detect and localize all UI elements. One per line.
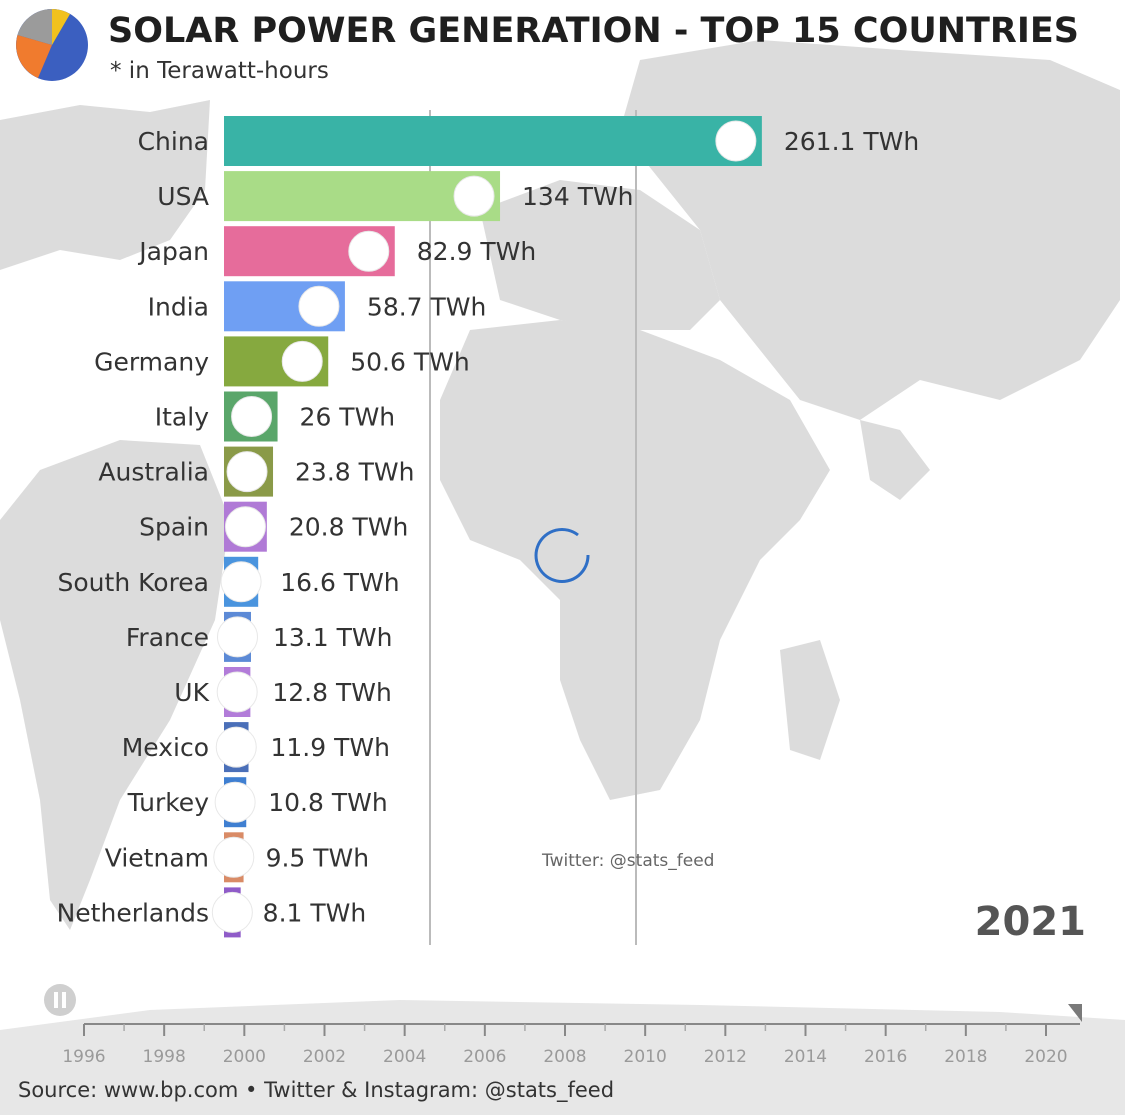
value-label-japan: 82.9 TWh	[417, 237, 536, 266]
flag-india-icon	[298, 285, 340, 327]
timeline-tick-label: 2006	[463, 1047, 506, 1067]
flag-china-icon	[715, 120, 757, 162]
timeline-tick-label: 2014	[784, 1047, 827, 1067]
flag-usa-icon	[453, 175, 495, 217]
flag-australia-icon	[226, 451, 268, 493]
category-label-china: China	[138, 127, 209, 156]
value-label-usa: 134 TWh	[522, 182, 634, 211]
category-label-japan: Japan	[137, 237, 209, 266]
category-label-turkey: Turkey	[127, 788, 210, 817]
flag-italy-icon	[231, 396, 273, 437]
watermark: Twitter: @stats_feed	[541, 851, 714, 871]
value-label-china: 261.1 TWh	[784, 127, 919, 156]
loading-spinner-icon	[534, 528, 590, 583]
timeline-tick-label: 2018	[944, 1047, 987, 1067]
timeline-tick-label: 2004	[383, 1047, 426, 1067]
timeline-handle[interactable]	[1068, 1004, 1082, 1022]
category-label-uk: UK	[174, 678, 209, 707]
category-label-vietnam: Vietnam	[105, 843, 209, 872]
timeline-tick-label: 1998	[143, 1047, 186, 1067]
timeline-handle-marker[interactable]	[1068, 1004, 1082, 1022]
value-label-germany: 50.6 TWh	[350, 347, 469, 376]
value-label-turkey: 10.8 TWh	[268, 788, 387, 817]
flag-vietnam-icon	[213, 836, 255, 878]
category-label-mexico: Mexico	[122, 733, 209, 762]
bar-china	[224, 116, 762, 166]
category-label-south-korea: South Korea	[58, 568, 209, 597]
flag-japan-icon	[348, 230, 390, 272]
chart-title: SOLAR POWER GENERATION - TOP 15 COUNTRIE…	[108, 11, 1079, 51]
timeline-tick-label: 2000	[223, 1047, 266, 1067]
value-label-italy: 26 TWh	[300, 403, 396, 432]
timeline-tick-label: 1996	[62, 1047, 105, 1067]
gridlines	[429, 110, 637, 945]
flag-spain-icon	[224, 506, 266, 548]
category-label-spain: Spain	[139, 513, 209, 542]
value-label-mexico: 11.9 TWh	[271, 733, 390, 762]
source-note: Source: www.bp.com • Twitter & Instagram…	[18, 1078, 614, 1103]
timeline-tick-label: 2016	[864, 1047, 907, 1067]
flag-mexico-icon	[215, 726, 257, 768]
flag-france-icon	[216, 616, 258, 658]
flag-germany-icon	[281, 340, 323, 382]
category-label-germany: Germany	[94, 347, 209, 376]
timeline-tick-label: 2020	[1024, 1047, 1067, 1067]
timeline-tick-label: 2010	[624, 1047, 667, 1067]
value-label-australia: 23.8 TWh	[295, 458, 414, 487]
category-label-india: India	[148, 292, 209, 321]
play-pause-icon[interactable]	[44, 984, 76, 1016]
value-labels: 261.1 TWh 134 TWh 82.9 TWh 58.7 TWh 50.6 TWh…	[263, 127, 920, 927]
value-label-spain: 20.8 TWh	[289, 513, 408, 542]
value-label-uk: 12.8 TWh	[272, 678, 391, 707]
value-label-india: 58.7 TWh	[367, 292, 486, 321]
timeline-tick-label: 2012	[704, 1047, 747, 1067]
flag-netherlands-icon	[211, 891, 253, 933]
bars-group	[211, 116, 762, 938]
timeline-tick-label: 2008	[543, 1047, 586, 1067]
value-label-south-korea: 16.6 TWh	[280, 568, 399, 597]
chart-subtitle: * in Terawatt-hours	[110, 58, 329, 84]
category-label-netherlands: Netherlands	[57, 898, 209, 927]
value-label-vietnam: 9.5 TWh	[266, 843, 370, 872]
category-label-france: France	[126, 623, 209, 652]
value-label-netherlands: 8.1 TWh	[263, 898, 367, 927]
flag-turkey-icon	[214, 781, 256, 823]
flag-south-korea-icon	[220, 561, 262, 603]
value-label-france: 13.1 TWh	[273, 623, 392, 652]
category-label-australia: Australia	[98, 458, 209, 487]
category-label-italy: Italy	[155, 403, 209, 432]
category-labels: China USA Japan India Germany Italy Australia S…	[57, 127, 210, 927]
timeline-ticks: 1996 1998 2000 2002 2004 2006 2008 2010 2012 2014…	[62, 1024, 1068, 1067]
current-year: 2021	[975, 899, 1086, 945]
category-label-usa: USA	[157, 182, 209, 211]
flag-uk-icon	[216, 671, 258, 713]
pie-chart-logo	[16, 9, 88, 81]
timeline-tick-label: 2002	[303, 1047, 346, 1067]
